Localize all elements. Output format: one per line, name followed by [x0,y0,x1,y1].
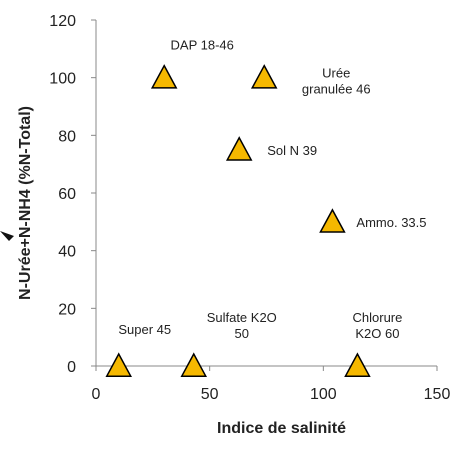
x-tick-label: 50 [201,386,219,403]
x-axis-ticks: 0 50 100 150 [92,366,451,403]
x-tick-label: 150 [424,386,451,403]
y-axis-ticks: 0 20 40 60 80 100 120 [49,13,96,376]
point-label: DAP 18-46 [171,38,234,53]
triangle-marker [319,208,346,233]
x-tick-label: 0 [92,386,101,403]
triangle-marker [225,136,253,161]
triangle-marker [105,352,132,377]
y-axis-title: N-Urée+N-NH4 (%N-Total) [17,106,34,300]
mouse-cursor-icon [0,231,14,241]
point-label: Ammo. 33.5 [356,215,426,230]
y-tick-label: 0 [67,359,76,376]
point-label: Sulfate K2O 50 [207,310,277,341]
x-tick-label: 100 [310,386,337,403]
point-label: Sol N 39 [267,143,317,158]
point-label: Super 45 [118,322,171,337]
point-label: Urée granulée 46 [302,66,371,97]
y-tick-label: 60 [58,186,76,203]
data-points: DAP 18-46 Urée granulée 46 Sol N 39 Ammo. 33… [105,38,427,377]
triangle-marker [180,352,208,377]
point-label: Chlorure K2O 60 [353,310,403,341]
x-axis-title: Indice de salinité [217,420,346,437]
triangle-marker [150,64,178,89]
y-tick-label: 20 [58,301,76,318]
y-tick-label: 100 [49,71,76,88]
triangle-marker [344,352,371,377]
y-tick-label: 120 [49,13,76,30]
y-tick-label: 80 [58,128,76,145]
triangle-marker [250,64,278,89]
y-tick-label: 40 [58,244,76,261]
